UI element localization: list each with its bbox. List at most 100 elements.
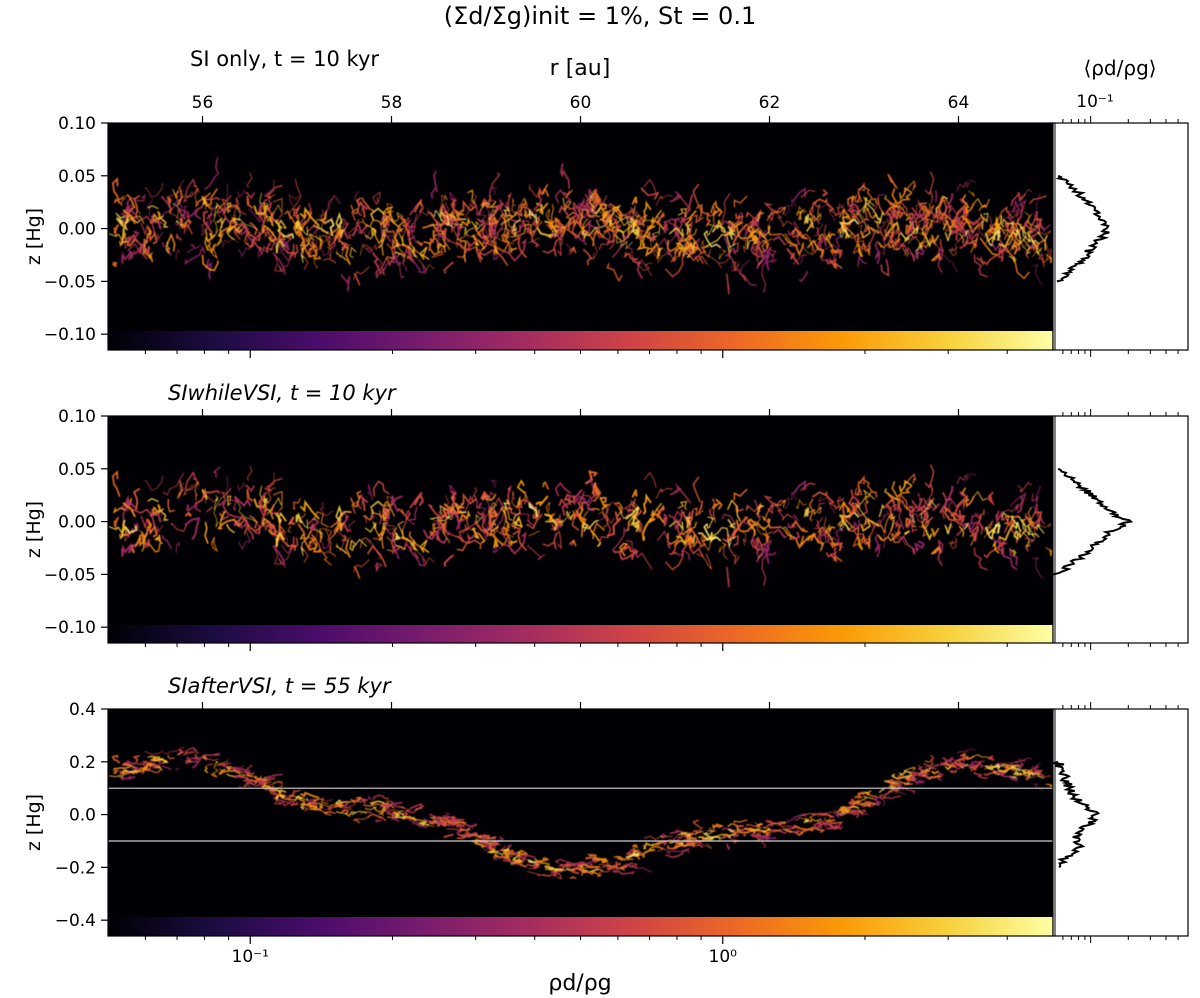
dust-filament — [664, 248, 690, 278]
dust-filament — [727, 499, 742, 522]
dust-filament — [233, 495, 252, 507]
dust-filament — [313, 798, 329, 804]
dust-filament — [648, 845, 664, 850]
dust-filament — [921, 231, 933, 248]
dust-filament — [266, 497, 282, 516]
dust-filament — [374, 269, 383, 279]
dust-filament — [397, 805, 406, 810]
dust-filament — [124, 769, 139, 773]
dust-filament — [573, 494, 594, 509]
dust-filament — [848, 809, 860, 814]
dust-filament — [259, 485, 269, 503]
dust-filament — [681, 521, 697, 535]
dust-filament — [895, 211, 905, 220]
dust-filament — [735, 506, 744, 513]
dust-filament — [259, 775, 269, 781]
dust-filament — [206, 188, 219, 210]
dust-filament — [642, 517, 656, 541]
dust-filament — [718, 836, 727, 841]
panel-2: SIwhileVSI, t = 10 kyr 0.10 0.05 0.00 −0.05 −… — [23, 381, 1189, 651]
dust-filament — [351, 207, 363, 221]
dust-filament — [456, 237, 467, 263]
dust-filament — [275, 794, 285, 800]
dust-filament — [923, 765, 937, 770]
dust-filament — [528, 184, 541, 198]
dust-filament — [578, 208, 601, 219]
dust-filament — [457, 238, 478, 252]
dust-filament — [613, 501, 633, 510]
dust-filament — [333, 522, 344, 532]
dust-filament — [972, 197, 988, 208]
dust-filament — [213, 199, 229, 235]
dust-filament — [161, 534, 173, 549]
dust-filament — [502, 531, 527, 555]
dust-filament — [175, 249, 180, 260]
y-tick-label: −0.10 — [44, 325, 96, 345]
dust-filament — [598, 513, 611, 544]
dust-filament — [930, 484, 934, 497]
dust-filament — [397, 520, 404, 538]
dust-filament — [663, 513, 668, 527]
dust-filament — [956, 474, 967, 485]
dust-filament — [614, 208, 623, 221]
dust-filament — [503, 214, 513, 230]
dust-filament — [625, 506, 643, 518]
dust-filament — [891, 238, 907, 253]
y-axis-label: z [Hg] — [23, 501, 45, 558]
y-tick-label: −0.05 — [44, 272, 96, 292]
dust-filament — [205, 763, 213, 767]
dust-filament — [746, 518, 756, 536]
dust-filament — [643, 835, 657, 841]
dust-filament — [132, 762, 156, 769]
dust-filament — [480, 507, 489, 523]
dust-filament — [591, 193, 602, 210]
dust-filament — [272, 797, 285, 805]
dust-filament — [813, 516, 824, 530]
dust-filament — [767, 518, 782, 529]
dust-filament — [956, 181, 967, 192]
dust-filament — [401, 510, 411, 531]
dust-filament — [144, 182, 164, 198]
dust-filament — [718, 542, 727, 553]
dust-filament — [471, 527, 480, 540]
dust-filament — [887, 173, 898, 189]
dust-filament — [821, 822, 841, 829]
dust-filament — [727, 220, 744, 232]
dust-filament — [306, 225, 320, 235]
dust-filament — [775, 212, 794, 228]
dust-filament — [204, 521, 209, 544]
dust-filament — [545, 208, 552, 223]
dust-filament — [457, 531, 478, 545]
dust-filament — [292, 204, 301, 217]
dust-filament — [483, 206, 504, 239]
dust-filament — [762, 512, 770, 525]
dust-filament — [408, 506, 418, 521]
dust-filament — [809, 498, 814, 521]
dust-filament — [839, 807, 851, 812]
dust-filament — [585, 853, 597, 860]
dust-filament — [359, 537, 372, 549]
dust-filament — [650, 236, 661, 258]
dust-filament — [791, 520, 808, 533]
dust-filament — [656, 835, 673, 840]
dust-filament — [1013, 529, 1022, 541]
dust-filament — [512, 235, 527, 258]
dust-filament — [176, 479, 183, 499]
dust-filament — [897, 205, 906, 220]
dust-filament — [299, 499, 320, 520]
dust-filament — [879, 791, 894, 798]
dust-filament — [666, 236, 683, 253]
dust-filament — [121, 250, 136, 264]
density-map — [108, 709, 1053, 917]
dust-filament — [998, 765, 1017, 773]
dust-filament — [911, 512, 918, 533]
y-tick-label: 0.10 — [58, 114, 96, 134]
dust-filament — [450, 820, 464, 825]
dust-filament — [924, 171, 935, 196]
dust-filament — [563, 189, 574, 199]
dust-filament — [336, 244, 352, 259]
dust-filament — [611, 228, 635, 259]
dust-filament — [959, 754, 969, 758]
dust-filament — [422, 528, 448, 545]
dust-filament — [784, 492, 797, 510]
